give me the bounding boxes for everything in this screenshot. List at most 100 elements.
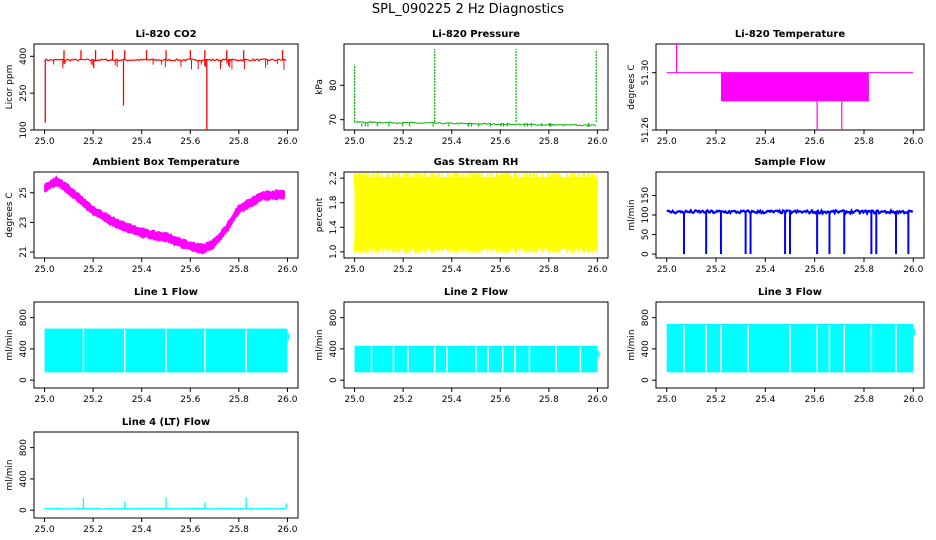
series-band	[44, 175, 285, 255]
x-tick-label: 25.0	[35, 137, 55, 147]
x-tick-label: 26.0	[277, 525, 297, 535]
x-tick-label: 25.8	[854, 395, 874, 405]
x-tick-label: 25.4	[132, 395, 152, 405]
plot-frame	[655, 301, 925, 389]
x-tick-label: 25.6	[490, 137, 510, 147]
x-tick-label: 26.0	[587, 265, 607, 275]
data-series	[353, 49, 597, 127]
x-tick-label: 25.6	[180, 525, 200, 535]
data-series	[44, 50, 287, 130]
x-tick-label: 25.6	[805, 395, 825, 405]
x-tick-label: 25.4	[132, 137, 152, 147]
chart-panel-4: Ambient Box Temperature degrees C 25.0 25.2…	[5, 157, 299, 275]
x-tick-label: 25.0	[657, 395, 677, 405]
data-series	[44, 328, 290, 373]
x-tick-label: 25.8	[539, 137, 559, 147]
x-tick-label: 25.6	[180, 137, 200, 147]
series-line	[666, 208, 914, 217]
y-axis-label: degrees C	[5, 192, 15, 237]
plot-frame	[655, 43, 925, 131]
y-axis-label: degrees C	[627, 64, 637, 109]
y-axis-label: percent	[315, 197, 325, 232]
y-axis-label: ml/min	[627, 329, 637, 360]
plot-frame	[343, 171, 609, 259]
y-axis-label: ml/min	[627, 199, 637, 230]
x-tick-label: 25.6	[490, 395, 510, 405]
x-tick-label: 25.6	[180, 265, 200, 275]
x-tick-label: 25.2	[393, 137, 413, 147]
y-axis-label: ml/min	[5, 329, 15, 360]
chart-panel-7: Line 1 Flow ml/min 25.0 25.2 25.4 25.6 25.8 26.…	[5, 287, 299, 405]
x-tick-label: 26.0	[277, 265, 297, 275]
x-tick-label: 26.0	[903, 395, 923, 405]
x-tick-label: 25.0	[35, 525, 55, 535]
oscillation-block	[720, 72, 869, 102]
y-tick-label: 23	[19, 217, 29, 228]
x-tick-label: 25.0	[345, 265, 365, 275]
figure-title: SPL_090225 2 Hz Diagnostics	[371, 2, 565, 17]
y-tick-label: 2.2	[329, 171, 339, 185]
x-tick-label: 25.6	[805, 265, 825, 275]
y-tick-label: 51.30	[641, 60, 651, 86]
chart-title: Ambient Box Temperature	[92, 157, 239, 168]
data-series	[44, 497, 287, 510]
x-tick-label: 26.0	[587, 137, 607, 147]
y-tick-label: 25	[19, 187, 29, 198]
x-tick-label: 25.8	[539, 265, 559, 275]
plot-frame	[33, 171, 299, 259]
chart-title: Line 1 Flow	[134, 287, 198, 298]
chart-title: Sample Flow	[754, 157, 826, 168]
x-tick-label: 25.4	[442, 265, 462, 275]
y-axis-label: ml/min	[5, 459, 15, 490]
y-axis-label: kPa	[315, 79, 325, 95]
x-tick-label: 25.6	[490, 265, 510, 275]
chart-title: Line 4 (LT) Flow	[122, 417, 210, 428]
y-tick-label: 70	[329, 114, 339, 126]
chart-panel-6: Sample Flow ml/min 25.0 25.2 25.4 25.6 25.8 26.…	[627, 157, 925, 275]
chart-panel-3: Li-820 Temperature degrees C 25.0 25.2 25.4 2…	[627, 29, 925, 147]
data-series	[354, 345, 600, 373]
plot-frame	[343, 301, 609, 389]
oscillation-fill	[354, 176, 598, 249]
x-tick-label: 25.4	[442, 137, 462, 147]
x-tick-label: 25.8	[229, 137, 249, 147]
chart-panel-9: Line 3 Flow ml/min 25.0 25.2 25.4 25.6 25.8 26.…	[627, 287, 925, 405]
x-tick-label: 25.8	[854, 265, 874, 275]
x-tick-label: 25.4	[755, 395, 775, 405]
chart-title: Gas Stream RH	[434, 157, 519, 168]
x-tick-label: 25.4	[132, 525, 152, 535]
chart-title: Line 2 Flow	[444, 287, 508, 298]
x-tick-label: 25.8	[854, 137, 874, 147]
x-tick-label: 26.0	[277, 137, 297, 147]
y-tick-label: 100	[19, 121, 29, 138]
plot-frame	[33, 431, 299, 519]
chart-title: Li-820 Pressure	[432, 29, 520, 40]
y-tick-label: 1.4	[329, 220, 339, 235]
chart-title: Li-820 CO2	[135, 29, 196, 40]
x-tick-label: 25.0	[35, 265, 55, 275]
plot-frame	[33, 301, 299, 389]
y-tick-label: 0	[641, 251, 651, 257]
x-tick-label: 25.2	[83, 525, 103, 535]
x-tick-label: 25.8	[229, 265, 249, 275]
y-tick-label: 800	[329, 309, 339, 326]
x-tick-label: 25.0	[345, 395, 365, 405]
data-series	[666, 323, 916, 373]
y-tick-label: 0	[329, 377, 339, 383]
chart-panel-5: Gas Stream RH percent 25.0 25.2 25.4 25.6 25.8…	[315, 157, 609, 275]
y-tick-label: 800	[641, 309, 651, 326]
chart-title: Li-820 Temperature	[735, 29, 845, 40]
chart-panel-2: Li-820 Pressure kPa 25.0 25.2 25.4 25.6 25.8 26…	[315, 29, 609, 147]
chart-panel-10: Line 4 (LT) Flow ml/min 25.0 25.2 25.4 25.6 25…	[5, 417, 299, 535]
data-series	[354, 173, 598, 253]
y-tick-label: 400	[329, 340, 339, 357]
data-series	[44, 175, 285, 255]
y-tick-label: 50	[641, 229, 651, 241]
x-tick-label: 25.2	[706, 137, 726, 147]
x-tick-label: 25.2	[706, 395, 726, 405]
x-tick-label: 25.2	[83, 137, 103, 147]
x-tick-label: 26.0	[903, 265, 923, 275]
x-tick-label: 25.8	[229, 395, 249, 405]
x-tick-label: 26.0	[903, 137, 923, 147]
